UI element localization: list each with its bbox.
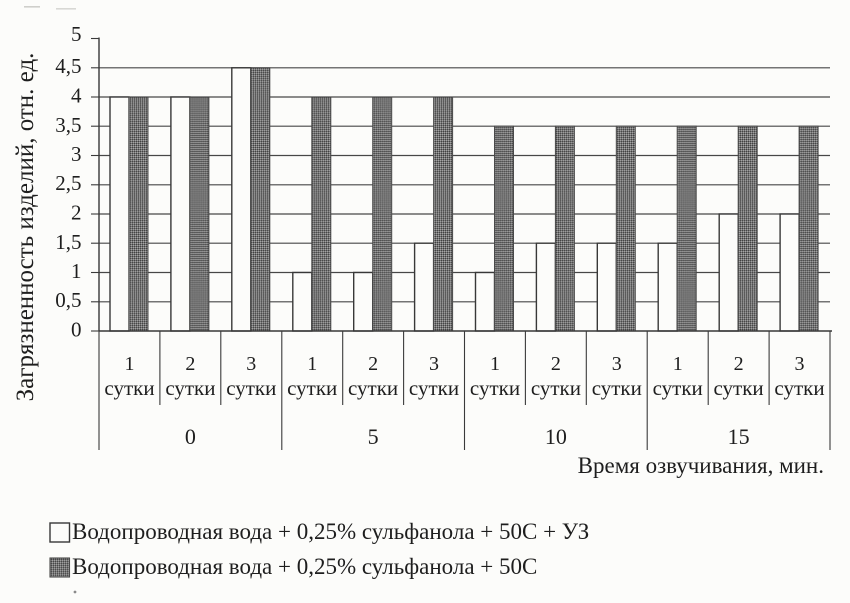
svg-text:1,5: 1,5 <box>55 230 81 254</box>
svg-text:3: 3 <box>246 353 256 375</box>
svg-text:3: 3 <box>71 142 82 166</box>
svg-text:сутки: сутки <box>409 376 459 400</box>
svg-text:0: 0 <box>185 424 196 449</box>
svg-text:сутки: сутки <box>774 376 824 400</box>
svg-text:15: 15 <box>728 424 750 449</box>
svg-text:сутки: сутки <box>104 376 154 400</box>
svg-text:5: 5 <box>71 22 82 46</box>
svg-text:сутки: сутки <box>470 376 520 400</box>
svg-text:2,5: 2,5 <box>55 171 81 195</box>
svg-text:1: 1 <box>673 353 683 375</box>
svg-text:сутки: сутки <box>592 376 642 400</box>
svg-text:сутки: сутки <box>226 376 276 400</box>
svg-text:1: 1 <box>125 353 135 375</box>
svg-text:5: 5 <box>368 424 379 449</box>
svg-text:3: 3 <box>429 353 439 375</box>
svg-text:2: 2 <box>734 353 744 375</box>
svg-text:3: 3 <box>795 353 805 375</box>
svg-text:сутки: сутки <box>287 376 337 400</box>
svg-text:3,5: 3,5 <box>55 113 81 137</box>
svg-text:сутки: сутки <box>531 376 581 400</box>
svg-text:сутки: сутки <box>653 376 703 400</box>
svg-text:1: 1 <box>71 259 82 283</box>
svg-text:10: 10 <box>545 424 567 449</box>
svg-text:2: 2 <box>551 353 561 375</box>
svg-text:Водопроводная вода + 0,25% сул: Водопроводная вода + 0,25% сульфанола + … <box>72 519 589 544</box>
svg-text:Время озвучивания, мин.: Время озвучивания, мин. <box>578 453 824 478</box>
svg-text:0: 0 <box>71 318 82 342</box>
svg-text:Водопроводная вода + 0,25% сул: Водопроводная вода + 0,25% сульфанола + … <box>72 554 537 579</box>
svg-text:2: 2 <box>71 201 82 225</box>
svg-text:4,5: 4,5 <box>55 54 81 78</box>
svg-text:4: 4 <box>71 84 82 108</box>
svg-text:Загрязненность изделий, отн. е: Загрязненность изделий, отн. ед. <box>12 53 39 402</box>
svg-text:0,5: 0,5 <box>55 288 81 312</box>
svg-text:сутки: сутки <box>348 376 398 400</box>
svg-text:3: 3 <box>612 353 622 375</box>
svg-text:1: 1 <box>490 353 500 375</box>
svg-text:2: 2 <box>185 353 195 375</box>
svg-text:сутки: сутки <box>714 376 764 400</box>
svg-text:2: 2 <box>368 353 378 375</box>
svg-text:сутки: сутки <box>165 376 215 400</box>
svg-text:1: 1 <box>307 353 317 375</box>
